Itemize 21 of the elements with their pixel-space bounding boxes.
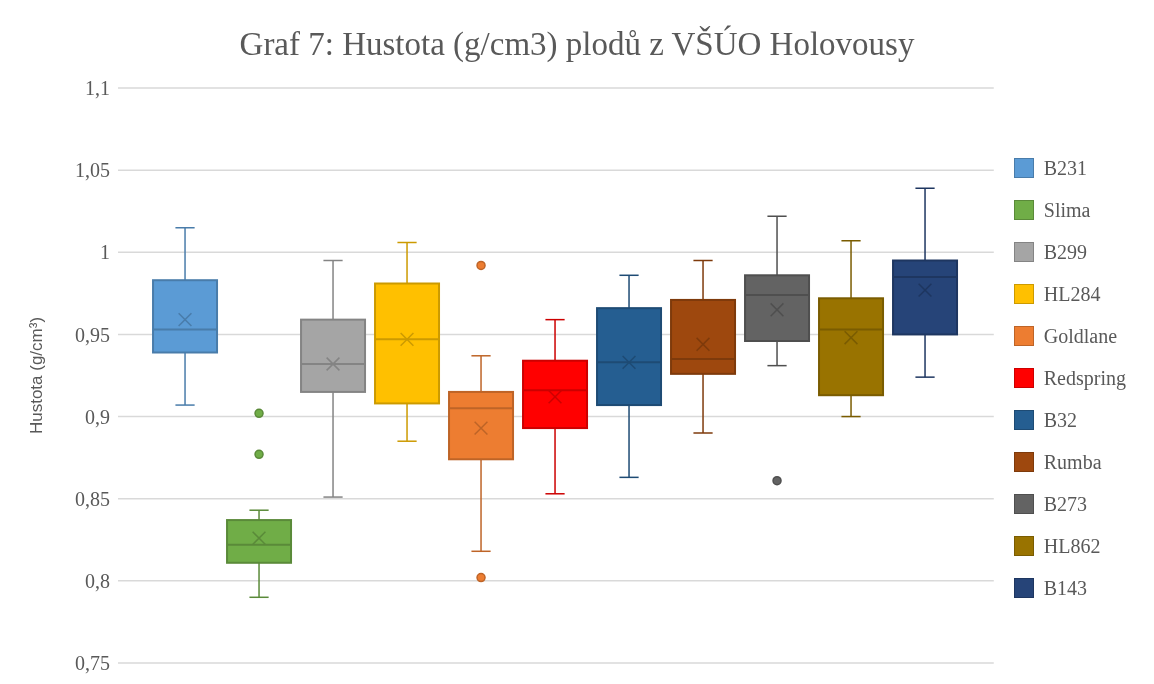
y-tick-label: 1,05 xyxy=(75,159,110,182)
legend-label: B32 xyxy=(1043,408,1078,433)
y-tick-label: 0,9 xyxy=(85,405,110,428)
y-tick-label: 0,85 xyxy=(75,487,110,510)
legend-label: B299 xyxy=(1043,240,1088,265)
y-tick-label: 1 xyxy=(100,241,110,264)
legend-label: B273 xyxy=(1043,492,1088,517)
legend-label: B143 xyxy=(1043,576,1088,601)
legend-label: Goldlane xyxy=(1043,324,1118,349)
y-tick-label: 0,75 xyxy=(75,652,110,675)
y-axis-title: Hustota (g/cm³) xyxy=(27,316,46,435)
legend-label: Slima xyxy=(1043,198,1091,223)
chart-title: Graf 7: Hustota (g/cm3) plodů z VŠÚO Holovousy xyxy=(238,26,916,63)
legend-label: HL284 xyxy=(1043,282,1101,307)
y-tick-label: 0,95 xyxy=(75,323,110,346)
y-tick-label: 1,1 xyxy=(85,77,110,100)
legend-label: HL862 xyxy=(1043,534,1101,559)
legend-label: Rumba xyxy=(1043,450,1102,475)
legend-label: B231 xyxy=(1043,156,1088,181)
y-tick-label: 0,8 xyxy=(85,569,110,592)
legend-label: Redspring xyxy=(1043,366,1126,392)
